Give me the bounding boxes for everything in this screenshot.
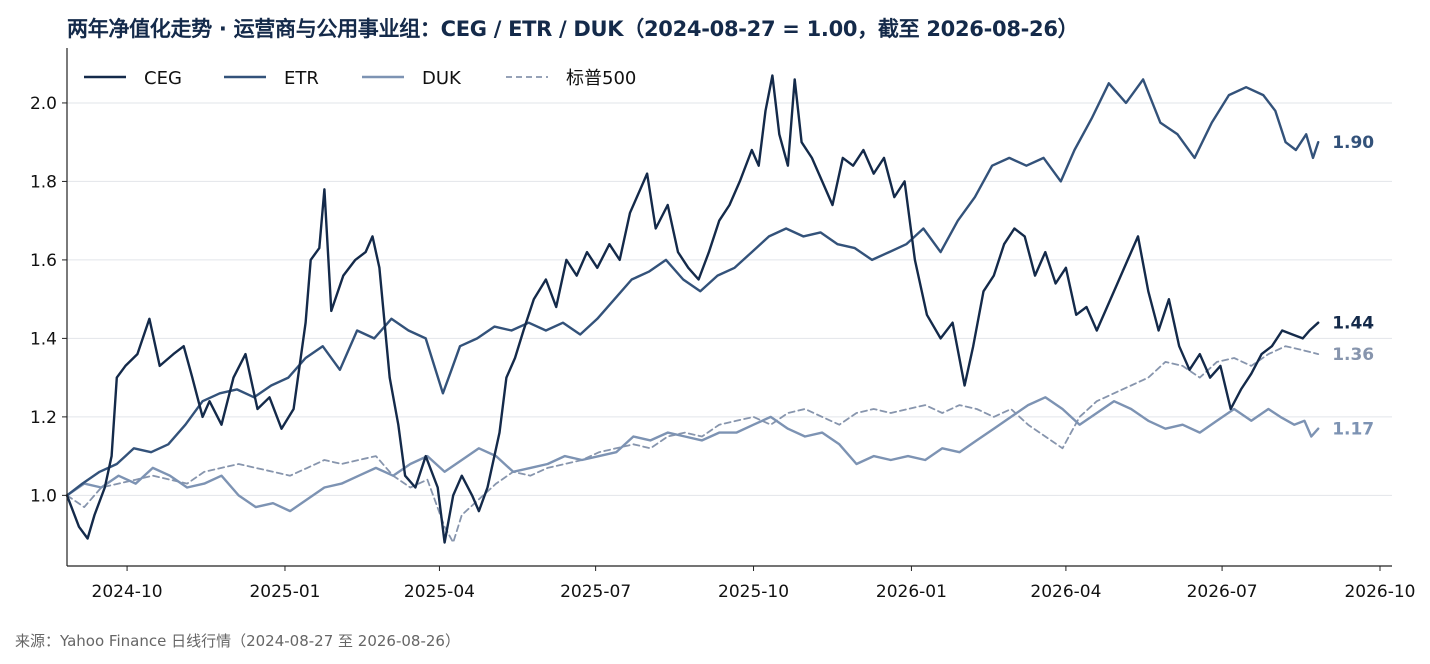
legend-label-标普500: 标普500: [566, 68, 636, 89]
end-label-标普500: 1.36: [1332, 345, 1374, 365]
x-tick-label: 2026-04: [1030, 582, 1101, 602]
legend: CEG ETR DUK 标普500: [84, 68, 636, 89]
x-tick-label: 2026-07: [1187, 582, 1258, 602]
axes: [66, 48, 1392, 567]
y-tick-label: 1.4: [30, 329, 57, 349]
y-tick-label: 1.0: [30, 486, 57, 506]
y-tick-label: 2.0: [30, 94, 57, 114]
legend-label-ETR: ETR: [284, 68, 319, 89]
chart-title: 两年净值化走势 · 运营商与公用事业组：CEG / ETR / DUK（2024…: [67, 17, 1079, 41]
x-tick-label: 2026-01: [876, 582, 947, 602]
y-tick-label: 1.6: [30, 251, 57, 271]
end-label-DUK: 1.17: [1332, 420, 1374, 440]
series-line-ETR: [65, 78, 1320, 497]
x-tick-label: 2025-04: [404, 582, 475, 602]
series-line-CEG: [65, 74, 1320, 544]
series-line-标普500: [66, 345, 1320, 544]
x-tick-label: 2024-10: [92, 582, 163, 602]
tick-labels: 1.0 1.2 1.4 1.6 1.8 2.0 2024-10 2025-01 2025-04 2…: [30, 94, 1416, 602]
x-tick-label: 2025-07: [560, 582, 631, 602]
series-line-DUK: [65, 396, 1320, 513]
x-tick-label: 2026-10: [1344, 582, 1415, 602]
series-lines: [65, 74, 1320, 544]
legend-label-DUK: DUK: [422, 68, 462, 89]
x-tick-label: 2025-01: [249, 582, 320, 602]
y-tick-label: 1.2: [30, 408, 57, 428]
legend-label-CEG: CEG: [144, 68, 182, 89]
y-tick-label: 1.8: [30, 172, 57, 192]
end-label-CEG: 1.44: [1332, 314, 1374, 334]
end-labels: 1.44 1.90 1.17 1.36: [1332, 133, 1374, 439]
x-tick-label: 2025-10: [718, 582, 789, 602]
grid-lines: [67, 102, 1392, 496]
end-label-ETR: 1.90: [1332, 133, 1374, 153]
source-note: 来源：Yahoo Finance 日线行情（2024-08-27 至 2026-…: [15, 632, 460, 650]
